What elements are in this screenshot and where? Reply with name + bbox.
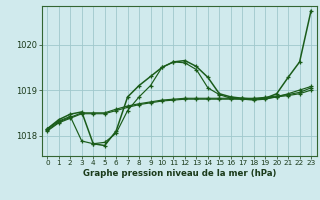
X-axis label: Graphe pression niveau de la mer (hPa): Graphe pression niveau de la mer (hPa) (83, 169, 276, 178)
